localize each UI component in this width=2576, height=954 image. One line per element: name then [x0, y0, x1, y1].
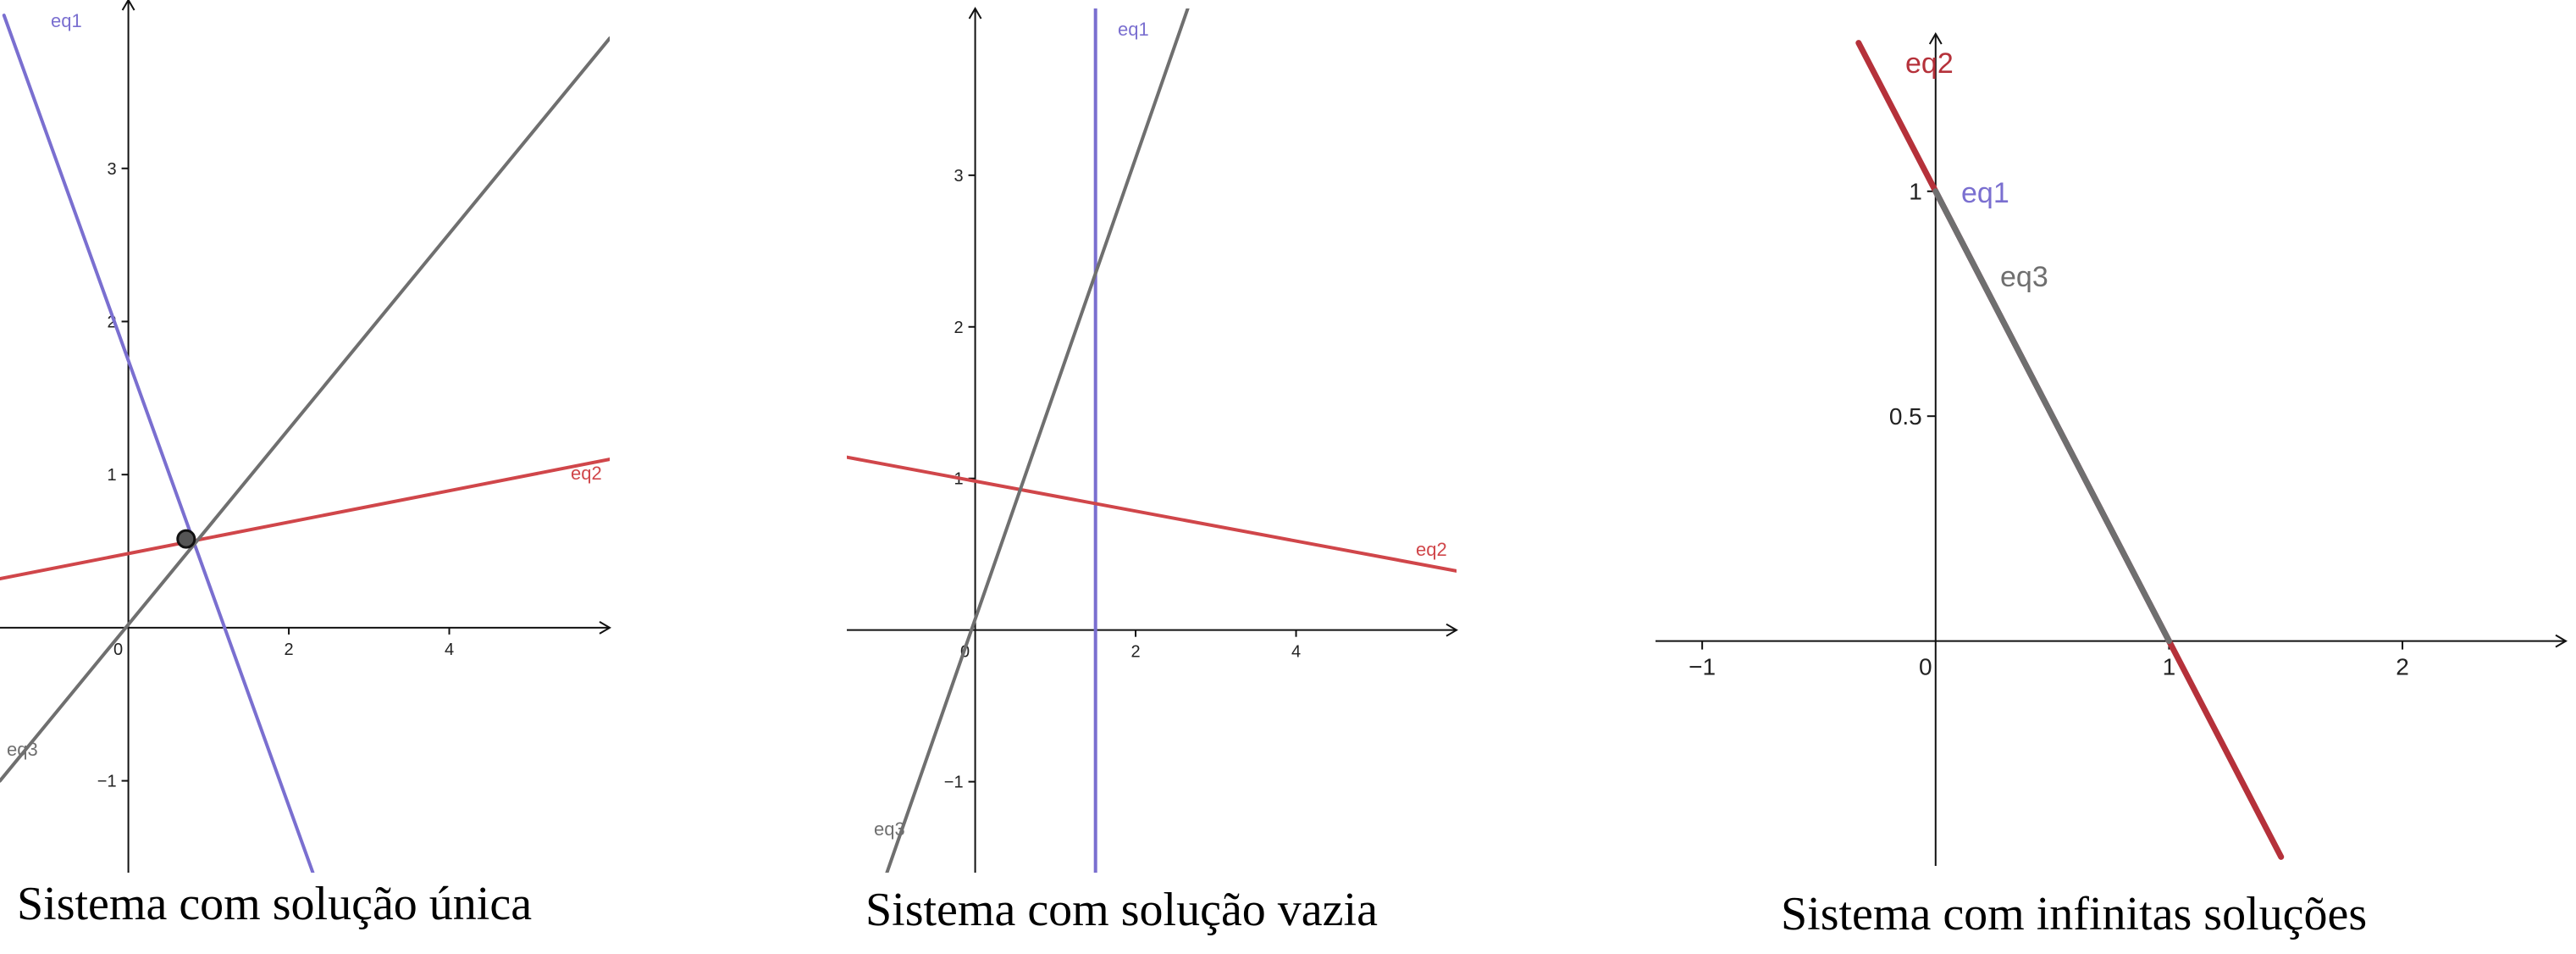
- x-axis-arrow-icon: [2555, 634, 2568, 648]
- series-line-eq2: [0, 458, 610, 581]
- y-tick-label: 1: [107, 466, 116, 485]
- y-tick-label: 3: [107, 160, 116, 179]
- series-line-eq1: [2, 14, 315, 873]
- series-label-eq1: eq1: [51, 10, 82, 31]
- chart-panel-unique-solution: 0 2 4 −1 1 2 3 eq1 eq2 eq3 Sistema com solução úni…: [0, 0, 611, 930]
- chart-panel-infinite-solutions: −1 0 1 2 0.5 1 eq1 eq2 eq3 Sistema com infinitas …: [1656, 32, 2568, 940]
- series-label-eq1: eq1: [1961, 177, 2009, 209]
- x-tick-label: 4: [445, 641, 454, 659]
- y-tick-label: −1: [97, 773, 117, 791]
- x-tick-label: 0: [113, 641, 123, 659]
- series-line-eq2: [847, 455, 1457, 573]
- y-tick-label: −1: [944, 774, 964, 792]
- x-tick-label: 2: [1130, 643, 1140, 662]
- x-axis-arrow-icon: [1446, 623, 1458, 637]
- series-label-eq2: eq2: [1905, 47, 1954, 80]
- series-label-eq3: eq3: [7, 739, 38, 760]
- y-tick-label: 0.5: [1889, 403, 1922, 430]
- x-tick-label: 1: [2163, 654, 2176, 680]
- y-tick-label: 1: [1909, 179, 1922, 205]
- y-tick-label: 2: [954, 319, 963, 337]
- series-label-eq2: eq2: [571, 463, 602, 484]
- chart-caption: Sistema com infinitas soluções: [1781, 888, 2367, 940]
- y-axis-arrow-icon: [1928, 32, 1943, 45]
- series-label-eq3: eq3: [2000, 261, 2048, 293]
- chart-caption: Sistema com solução única: [17, 878, 532, 930]
- x-tick-label: −1: [1689, 654, 1716, 680]
- x-axis-arrow-icon: [599, 621, 611, 635]
- y-axis-arrow-icon: [968, 7, 982, 19]
- x-tick-label: 2: [284, 641, 293, 659]
- y-tick-label: 3: [954, 167, 963, 186]
- series-label-eq3: eq3: [874, 818, 905, 840]
- chart-caption: Sistema com solução vazia: [865, 884, 1378, 936]
- x-tick-label: 4: [1291, 643, 1301, 662]
- series-line-eq3: [0, 36, 610, 783]
- x-tick-label: 0: [1919, 654, 1932, 680]
- series-line-eq3: [885, 8, 1190, 873]
- x-tick-label: 2: [2396, 654, 2409, 680]
- intersection-point: [176, 529, 196, 549]
- series-label-eq2: eq2: [1416, 539, 1447, 560]
- series-line-eq3: [1932, 188, 2172, 645]
- series-label-eq1: eq1: [1118, 19, 1149, 40]
- y-tick-label: 2: [107, 313, 116, 331]
- y-axis-arrow-icon: [121, 0, 135, 11]
